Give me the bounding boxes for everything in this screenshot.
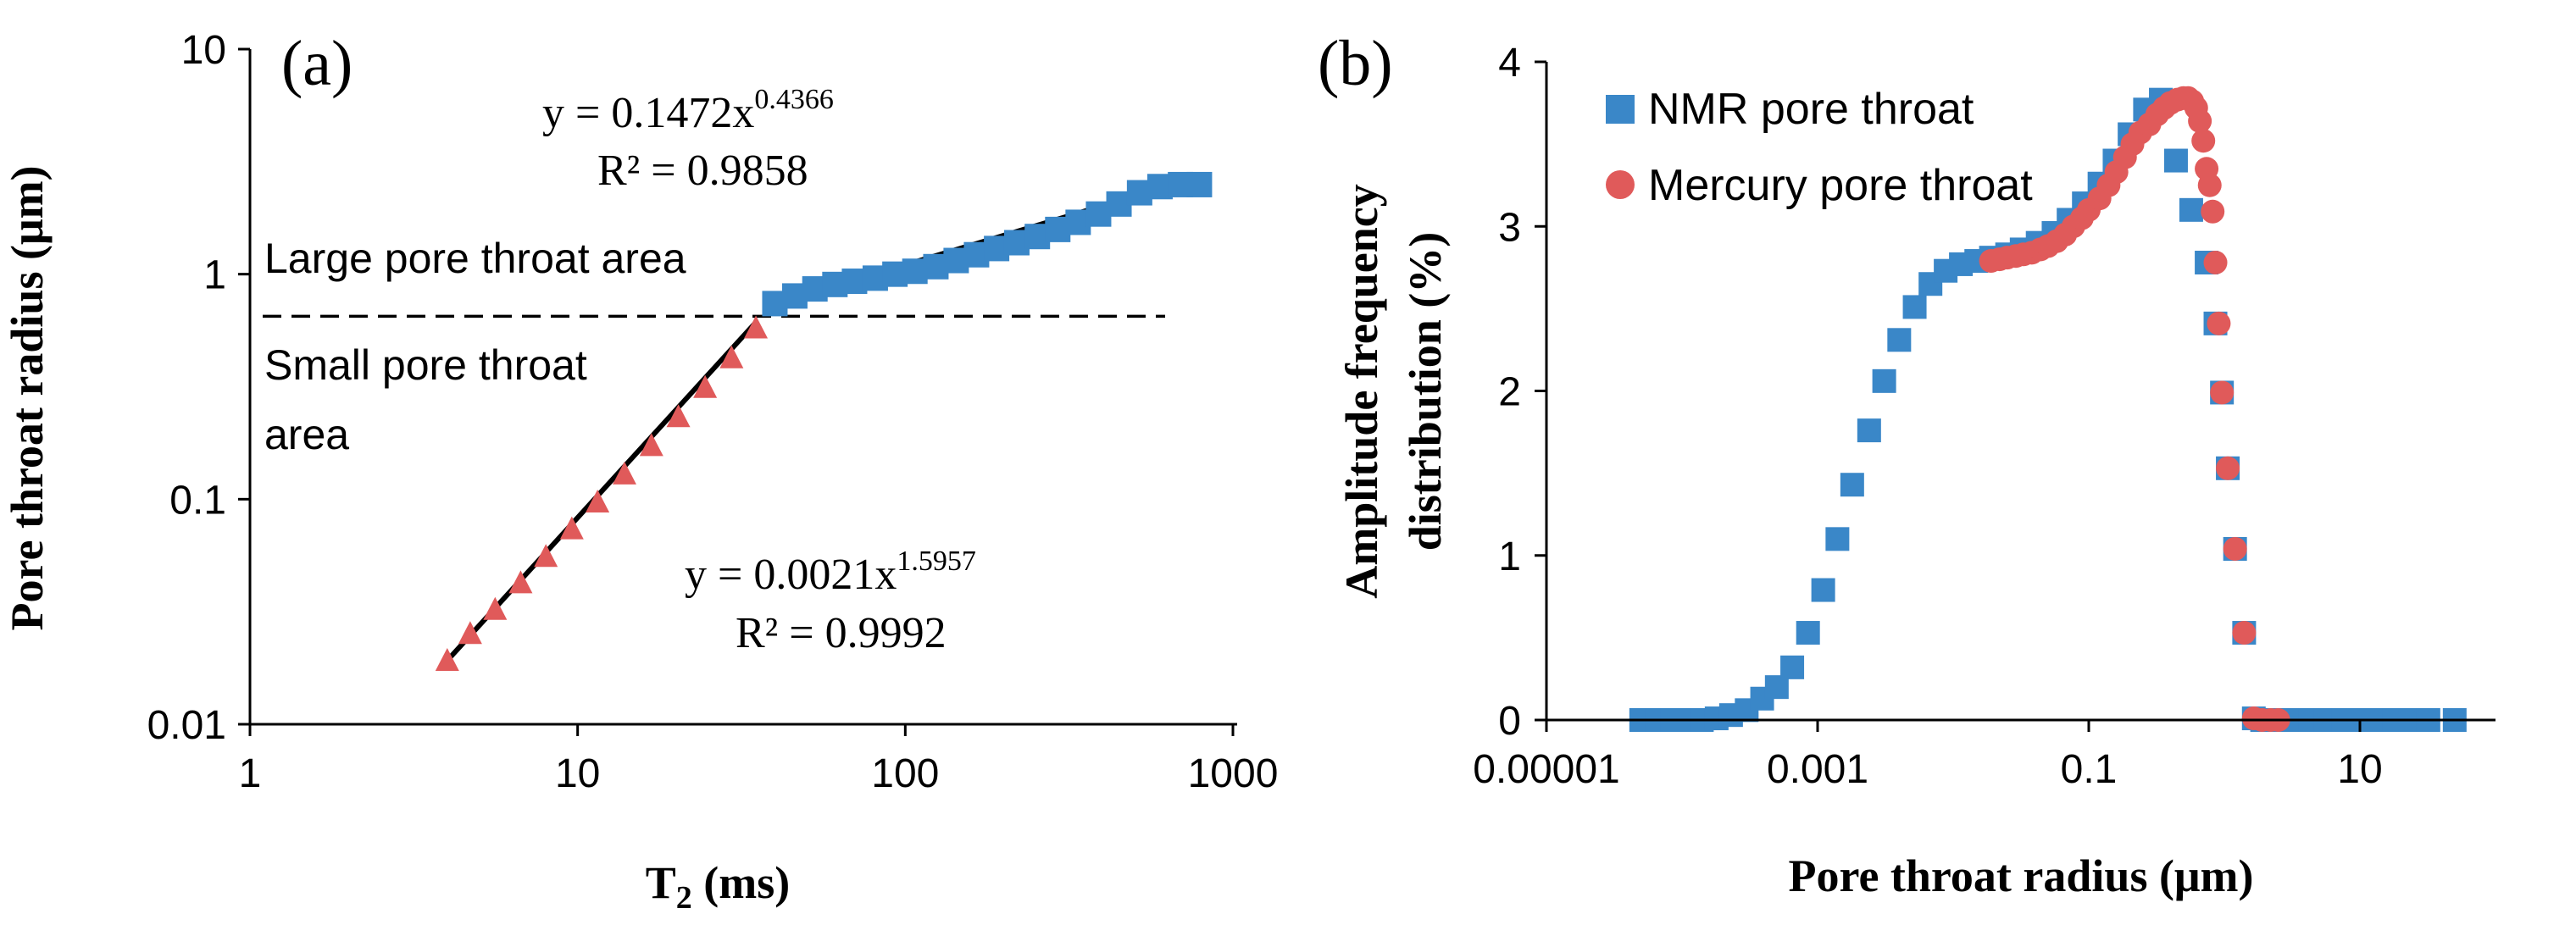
panel-b-y-tick-label: 4 [1498, 41, 1521, 86]
panel-b-mercury-point [2207, 311, 2231, 335]
panel-b-mercury-point [2223, 536, 2247, 561]
panel-b-chart: 0.00001 0.001 0.1 10 0 1 2 3 4 (b) NMR pore thro… [1318, 28, 2496, 901]
panel-a-large-area-label: Large pore throat area [264, 235, 686, 282]
panel-b-nmr-point [1811, 578, 1835, 602]
panel-b-y-tick-label: 0 [1498, 699, 1521, 744]
panel-a-triangle-point [666, 404, 691, 428]
panel-a-large-fit-r2: R² = 0.9858 [597, 147, 808, 195]
panel-a-x-tick-label: 1000 [1188, 751, 1279, 796]
panel-a-y-tick-label: 0.01 [147, 703, 226, 748]
panel-b-x-axis-title: Pore throat radius (μm) [1788, 850, 2253, 901]
panel-b-nmr-point [1857, 418, 1881, 443]
panel-b-nmr-point [1780, 655, 1805, 679]
panel-a-small-area-label-line2: area [264, 411, 349, 458]
panel-b-ticks: 0.00001 0.001 0.1 10 0 1 2 3 4 [1473, 41, 2382, 792]
panel-b-nmr-point [1840, 473, 1864, 497]
panel-b-y-axis-title-line2: distribution (%) [1400, 232, 1451, 551]
panel-a-triangle-point [483, 596, 508, 620]
legend-nmr-marker [1606, 95, 1635, 124]
panel-b-y-tick-label: 3 [1498, 205, 1521, 250]
panel-b-x-tick-label: 10 [2337, 747, 2382, 792]
panel-b-nmr-point [1887, 328, 1912, 352]
panel-b-legend: NMR pore throat Mercury pore throat [1606, 85, 2033, 210]
panel-a-small-fit-r2: R² = 0.9992 [736, 609, 947, 657]
panel-a-triangle-point [559, 516, 584, 540]
panel-a-triangle-point [586, 490, 610, 513]
panel-b-mercury-point [2210, 380, 2235, 405]
panel-a-square-point [1186, 171, 1213, 197]
panel-b-nmr-point [2179, 197, 2203, 222]
panel-a-x-tick-label: 1 [239, 751, 262, 796]
panel-a-triangle-point [639, 433, 663, 457]
panel-a-x-tick-label: 100 [871, 751, 939, 796]
panel-a-triangle-point [744, 315, 769, 339]
panel-b-y-tick-label: 1 [1498, 535, 1521, 579]
legend-mercury-label: Mercury pore throat [1648, 161, 2033, 210]
panel-b-nmr-point [1902, 295, 1927, 319]
panel-a-triangle-point [693, 374, 718, 398]
panel-a-y-axis-title: Pore throat radius (μm) [2, 165, 53, 630]
panel-b-nmr-point [1872, 368, 1896, 393]
legend-mercury-marker [1606, 170, 1635, 199]
panel-b-y-tick-label: 2 [1498, 370, 1521, 415]
panel-a-data-points [435, 171, 1213, 671]
panel-b-nmr-point [1825, 527, 1850, 551]
panel-b-mercury-point [2203, 250, 2228, 274]
panel-a-small-fit-equation: y = 0.0021x1.5957 [685, 546, 976, 599]
panel-b-x-tick-label: 0.1 [2061, 747, 2118, 792]
panel-b-mercury-point [2232, 621, 2257, 645]
panel-b-x-tick-label: 0.00001 [1473, 747, 1620, 792]
panel-b-mercury-point [2201, 199, 2225, 224]
panel-a-ticks: 1 10 100 1000 0.01 0.1 1 10 [147, 28, 1279, 796]
panel-a-triangle-point [435, 647, 459, 671]
panel-b-y-axis-title-line1: Amplitude frequency [1336, 184, 1387, 599]
panel-b-mercury-point [2197, 173, 2222, 197]
panel-a-triangle-point [458, 621, 482, 645]
panel-a-y-tick-label: 0.1 [169, 478, 226, 523]
panel-a-triangle-point [719, 345, 744, 368]
panel-b-mercury-point [2216, 456, 2240, 480]
panel-b-nmr-point [2163, 148, 2188, 173]
panel-b-x-tick-label: 0.001 [1767, 747, 1868, 792]
panel-a-x-axis-title: T2 (ms) [646, 857, 791, 916]
panel-a-x-tick-label: 10 [555, 751, 600, 796]
panel-a-large-fit-equation: y = 0.1472x0.4366 [542, 84, 834, 137]
panel-a-chart: 1 10 100 1000 0.01 0.1 1 10 (a) y = 0.1472x0.43… [2, 28, 1278, 916]
panel-b-mercury-point [2188, 108, 2212, 133]
panel-a-triangle-point [612, 461, 636, 485]
panel-a-label: (a) [281, 28, 353, 99]
panel-a-triangle-point [508, 570, 533, 594]
panel-a-y-tick-label: 1 [203, 253, 226, 298]
panel-a-small-area-label-line1: Small pore throat [264, 341, 587, 389]
panel-b-label: (b) [1318, 28, 1393, 99]
panel-a-y-tick-label: 10 [181, 28, 226, 73]
panel-b-nmr-point [1796, 621, 1820, 645]
panel-a-triangle-point [534, 544, 558, 568]
panel-b-data-points [1629, 86, 2467, 732]
panel-b-mercury-point [2191, 129, 2216, 153]
legend-nmr-label: NMR pore throat [1648, 85, 1974, 134]
